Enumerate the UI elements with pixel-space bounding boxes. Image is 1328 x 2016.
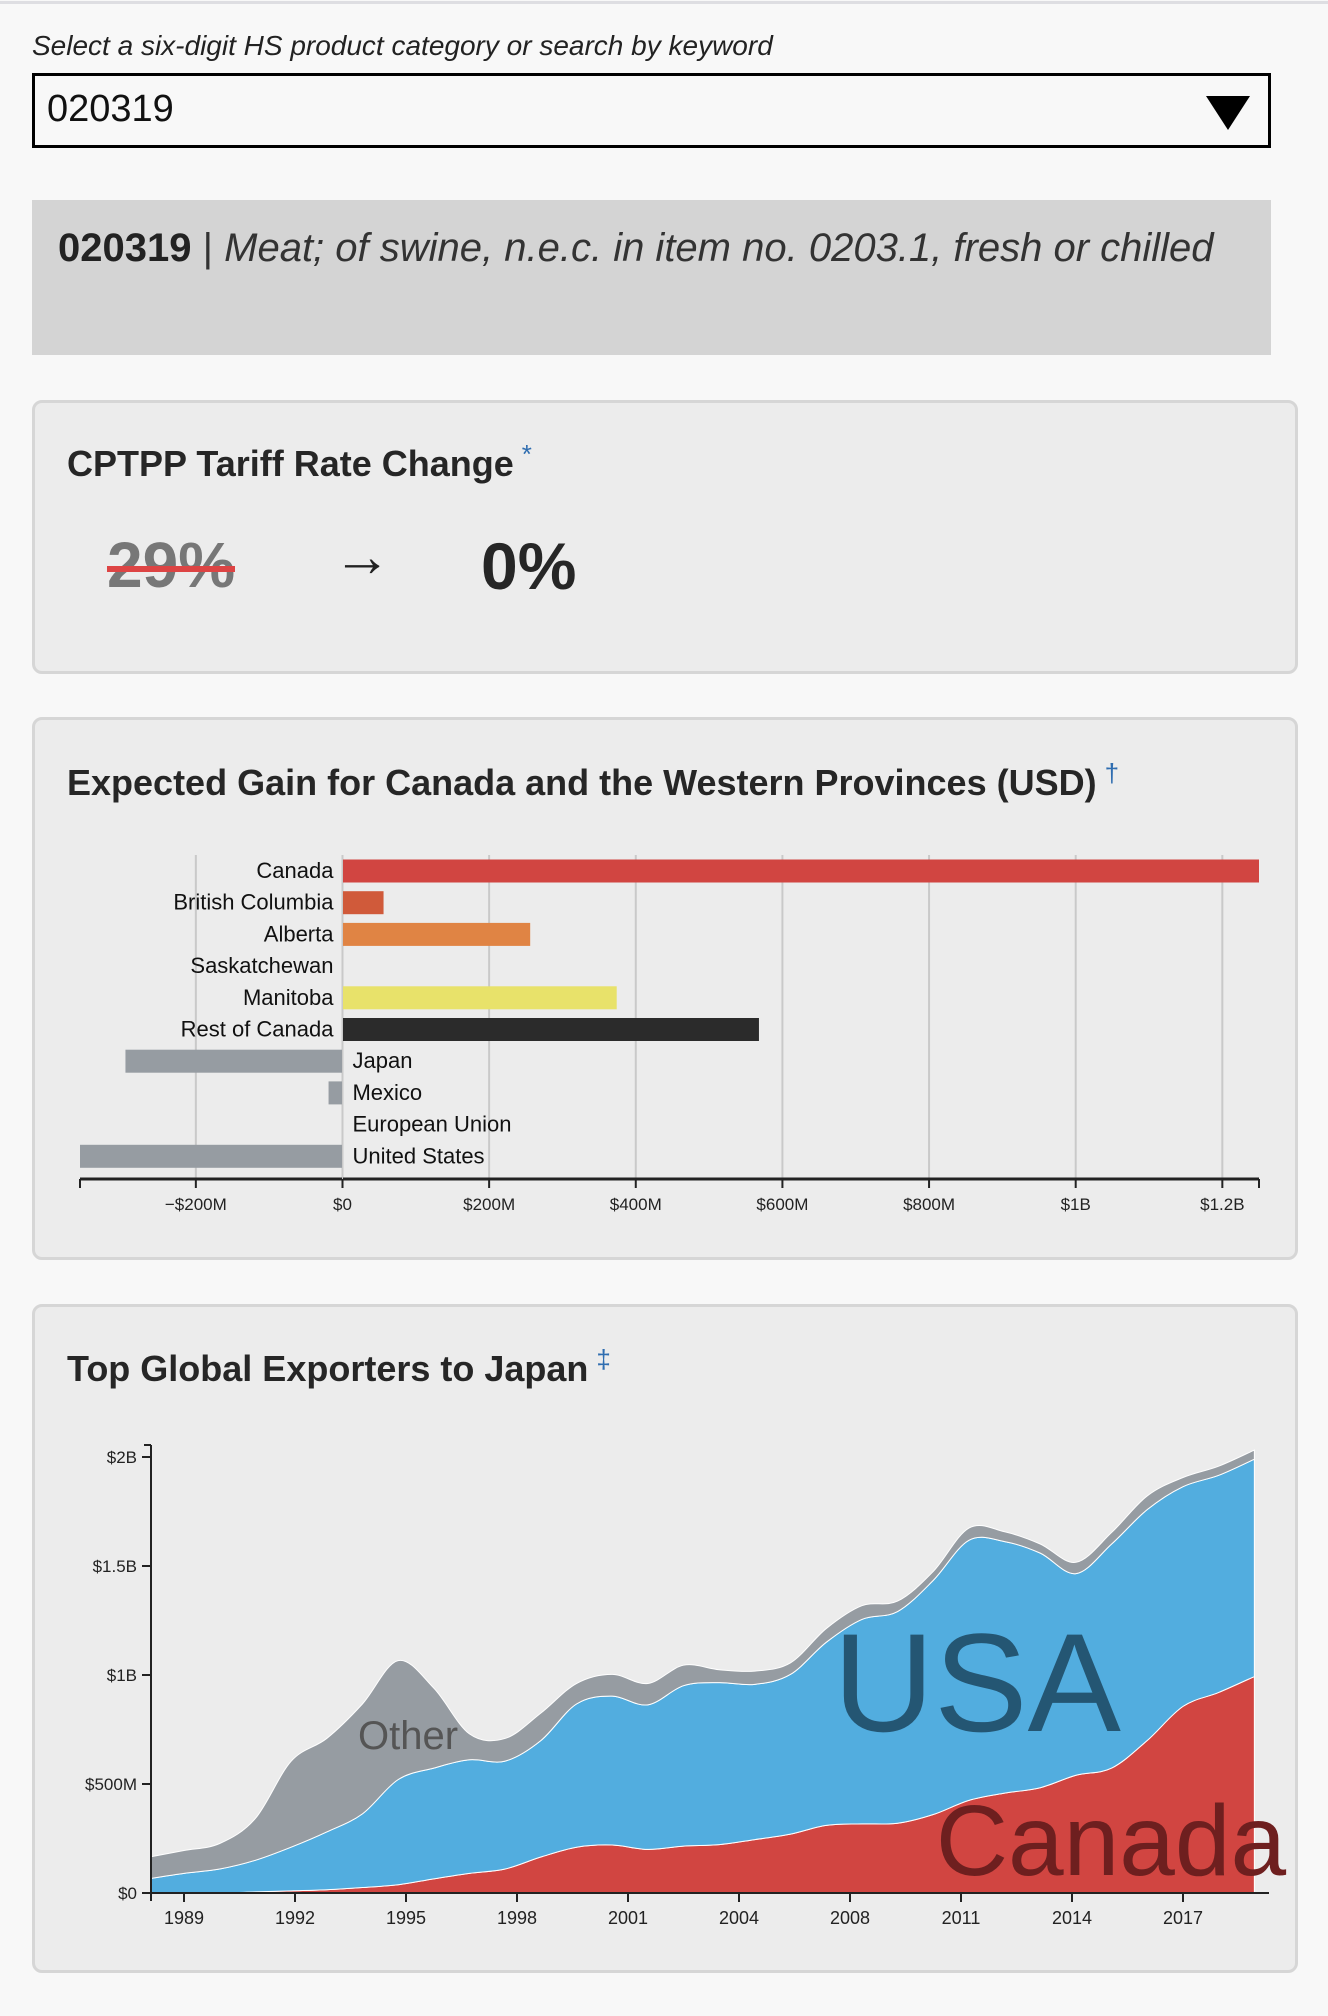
- old-tariff-rate-text: 29%: [107, 529, 236, 601]
- areas: [151, 1449, 1255, 1893]
- x-tick-label: 1989: [164, 1908, 204, 1928]
- bar-japan: [125, 1049, 343, 1073]
- product-select-value: 020319: [47, 88, 174, 130]
- gain-card-title-text: Expected Gain for Canada and the Western…: [67, 762, 1097, 803]
- x-tick-label: 2011: [942, 1908, 981, 1928]
- product-description: Meat; of swine, n.e.c. in item no. 0203.…: [224, 226, 1214, 270]
- expected-gain-card: Expected Gain for Canada and the Western…: [32, 717, 1298, 1260]
- bar-label: European Union: [352, 1112, 511, 1137]
- x-tick-label: 1992: [275, 1908, 315, 1928]
- product-description-box: 020319 | Meat; of swine, n.e.c. in item …: [32, 200, 1271, 355]
- product-code: 020319: [58, 226, 192, 270]
- strikethrough-line: [107, 566, 236, 572]
- area-other: [151, 1449, 1255, 1879]
- product-separator: |: [202, 226, 213, 270]
- bar-label: Manitoba: [243, 985, 334, 1010]
- gain-card-title: Expected Gain for Canada and the Western…: [67, 758, 1119, 804]
- x-tick-label: $400M: [610, 1195, 662, 1214]
- bar-label: Saskatchewan: [190, 953, 333, 978]
- expected-gain-bar-chart: −$200M $0 $200M $400M $600M $800M $1B $1.2B Cana…: [79, 855, 1260, 1214]
- x-tick-label: $1.2B: [1200, 1195, 1244, 1214]
- tariff-footnote-link[interactable]: *: [521, 439, 532, 469]
- bar-label: British Columbia: [173, 890, 334, 915]
- bar-label: Alberta: [264, 921, 334, 946]
- x-tick-label: $0: [333, 1195, 352, 1214]
- top-exporters-area-chart: $0 $500M $1B $1.5B $2B 1989 1992 1995 1998 2001 20…: [85, 1444, 1287, 1928]
- bar-canada: [342, 859, 1260, 883]
- gain-footnote-link[interactable]: †: [1104, 758, 1120, 788]
- x-tick-label: $1B: [1061, 1195, 1091, 1214]
- tariff-card-title-text: CPTPP Tariff Rate Change: [67, 443, 514, 484]
- top-exporters-card: Top Global Exporters to Japan ‡ $0 $500M $1…: [32, 1304, 1298, 1973]
- y-tick-label: $1.5B: [93, 1557, 137, 1576]
- exporters-card-title: Top Global Exporters to Japan ‡: [67, 1344, 611, 1390]
- bar-mexico: [328, 1081, 343, 1105]
- bar-label: Mexico: [352, 1080, 422, 1105]
- x-tick-label: 2001: [608, 1908, 648, 1928]
- tariff-rate-card: CPTPP Tariff Rate Change * 29% → 0%: [32, 400, 1298, 674]
- x-tick-label: 2008: [830, 1908, 870, 1928]
- x-tick-label: −$200M: [165, 1195, 227, 1214]
- x-tick-label: 2017: [1163, 1908, 1203, 1928]
- bar-british-columbia: [342, 891, 384, 915]
- bar-manitoba: [342, 986, 617, 1010]
- bar-united-states: [80, 1144, 343, 1168]
- series-label-usa: USA: [833, 1604, 1121, 1761]
- arrow-right-icon: →: [333, 524, 391, 589]
- tariff-card-title: CPTPP Tariff Rate Change *: [67, 439, 532, 485]
- x-tick-label: 2014: [1052, 1908, 1092, 1928]
- y-tick-label: $500M: [85, 1775, 137, 1794]
- x-tick-label: $800M: [903, 1195, 955, 1214]
- top-divider: [0, 1, 1328, 4]
- x-tick-label: $200M: [463, 1195, 515, 1214]
- x-tick-label: 1998: [497, 1908, 537, 1928]
- y-tick-label: $0: [118, 1884, 137, 1903]
- dropdown-triangle-icon[interactable]: [1206, 96, 1250, 130]
- series-label-other: Other: [358, 1714, 458, 1758]
- bar-alberta: [342, 922, 531, 946]
- x-tick-label: 2004: [719, 1908, 759, 1928]
- x-tick-label: $600M: [756, 1195, 808, 1214]
- exporters-footnote-link[interactable]: ‡: [596, 1344, 611, 1374]
- product-select-label: Select a six-digit HS product category o…: [32, 30, 773, 61]
- old-tariff-rate: 29%: [107, 528, 236, 602]
- x-tick-label: 1995: [386, 1908, 426, 1928]
- y-tick-label: $2B: [107, 1448, 137, 1467]
- exporters-card-title-text: Top Global Exporters to Japan: [67, 1348, 589, 1389]
- bar-label: Japan: [352, 1048, 412, 1073]
- bar-label: United States: [352, 1143, 484, 1168]
- series-label-canada: Canada: [936, 1785, 1287, 1897]
- y-tick-label: $1B: [107, 1666, 137, 1685]
- bar-rest-of-canada: [342, 1018, 759, 1041]
- product-select[interactable]: 020319: [32, 73, 1271, 148]
- new-tariff-rate: 0%: [481, 529, 577, 603]
- bar-label: Canada: [256, 858, 334, 883]
- bar-label: Rest of Canada: [181, 1017, 335, 1042]
